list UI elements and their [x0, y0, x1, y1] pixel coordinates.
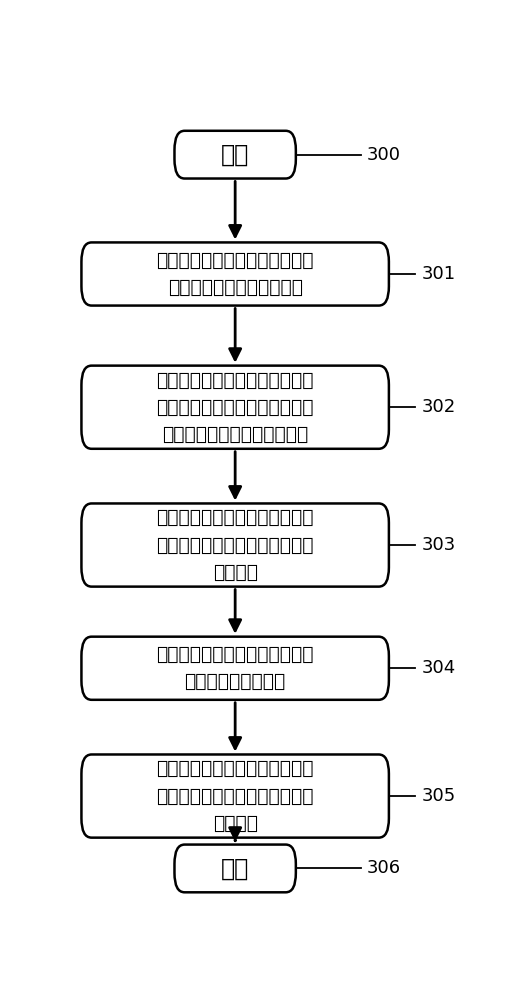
Text: 301: 301 — [421, 265, 455, 283]
Text: 303: 303 — [421, 536, 456, 554]
FancyBboxPatch shape — [174, 131, 296, 179]
Text: 结束: 结束 — [221, 856, 250, 880]
Text: 302: 302 — [421, 398, 456, 416]
Text: 采用训练样本集对所述关联向量
机预测模型进行训练: 采用训练样本集对所述关联向量 机预测模型进行训练 — [157, 645, 314, 691]
Text: 从所述风电场的风速历史数据库
中读取历史风速时间序列集: 从所述风电场的风速历史数据库 中读取历史风速时间序列集 — [157, 251, 314, 297]
Text: 306: 306 — [366, 859, 401, 877]
Text: 304: 304 — [421, 659, 456, 677]
Text: 根据训练后的关联向量机预测模
型进行风速预测，得到相应的风
速预测值: 根据训练后的关联向量机预测模 型进行风速预测，得到相应的风 速预测值 — [157, 759, 314, 833]
FancyBboxPatch shape — [81, 242, 389, 306]
Text: 开始: 开始 — [221, 143, 250, 167]
Text: 305: 305 — [421, 787, 456, 805]
Text: 300: 300 — [366, 146, 401, 164]
Text: 修正所述历史风速时间序列集中
的残缺点，并按照月份进行归一
化处理，得到所述训练样本集: 修正所述历史风速时间序列集中 的残缺点，并按照月份进行归一 化处理，得到所述训练… — [157, 370, 314, 444]
FancyBboxPatch shape — [81, 503, 389, 587]
FancyBboxPatch shape — [81, 366, 389, 449]
FancyBboxPatch shape — [81, 754, 389, 838]
Text: 根据预设的预测时间间隔确定关
联向量机预测模型的输入变量和
输出变量: 根据预设的预测时间间隔确定关 联向量机预测模型的输入变量和 输出变量 — [157, 508, 314, 582]
FancyBboxPatch shape — [81, 637, 389, 700]
FancyBboxPatch shape — [174, 845, 296, 892]
